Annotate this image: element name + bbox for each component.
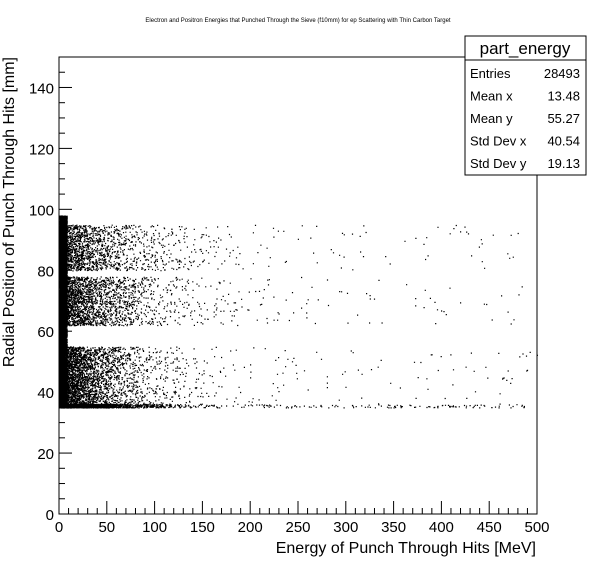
stats-box-title: part_energy xyxy=(480,39,571,58)
y-tick-label: 60 xyxy=(37,324,54,341)
stats-box-frame xyxy=(464,35,587,176)
x-tick-label: 300 xyxy=(333,519,358,536)
x-tick-label: 100 xyxy=(142,519,167,536)
stats-box: part_energy Entries 28493 Mean x 13.48 Mean … xyxy=(464,35,587,176)
y-tick-label: 80 xyxy=(37,263,54,280)
stats-value: 28493 xyxy=(544,66,580,81)
stats-value: 40.54 xyxy=(547,134,580,149)
stats-value: 19.13 xyxy=(547,156,580,171)
x-axis: 0 50 100 150 200 250 300 350 400 450 500 xyxy=(55,501,550,536)
x-tick-label: 400 xyxy=(429,519,454,536)
x-tick-label: 250 xyxy=(285,519,310,536)
stats-value: 55.27 xyxy=(547,111,580,126)
scatter-points xyxy=(59,215,538,409)
y-tick-label: 140 xyxy=(29,80,54,97)
stats-label: Std Dev x xyxy=(470,134,527,149)
plot-frame xyxy=(58,56,538,515)
stats-label: Entries xyxy=(470,66,511,81)
y-axis: 0 20 40 60 80 100 120 140 xyxy=(29,56,72,524)
x-tick-label: 450 xyxy=(477,519,502,536)
x-tick-label: 50 xyxy=(98,519,115,536)
chart-title: Electron and Positron Energies that Punc… xyxy=(145,18,451,24)
x-tick-label: 150 xyxy=(190,519,215,536)
x-tick-label: 200 xyxy=(238,519,263,536)
stats-value: 13.48 xyxy=(547,89,580,104)
y-tick-label: 100 xyxy=(29,202,54,219)
stats-label: Mean y xyxy=(470,111,513,126)
x-tick-label: 0 xyxy=(55,519,63,536)
y-axis-label: Radial Position of Punch Through Hits [m… xyxy=(1,57,18,367)
stats-label: Mean x xyxy=(470,89,513,104)
y-tick-label: 120 xyxy=(29,141,54,158)
x-tick-label: 500 xyxy=(524,519,549,536)
x-axis-label: Energy of Punch Through Hits [MeV] xyxy=(276,540,536,557)
x-tick-label: 350 xyxy=(381,519,406,536)
y-tick-label: 20 xyxy=(37,446,54,463)
y-tick-label: 40 xyxy=(37,385,54,402)
y-tick-label: 0 xyxy=(46,507,54,524)
data-points xyxy=(59,215,538,409)
stats-label: Std Dev y xyxy=(470,156,527,171)
